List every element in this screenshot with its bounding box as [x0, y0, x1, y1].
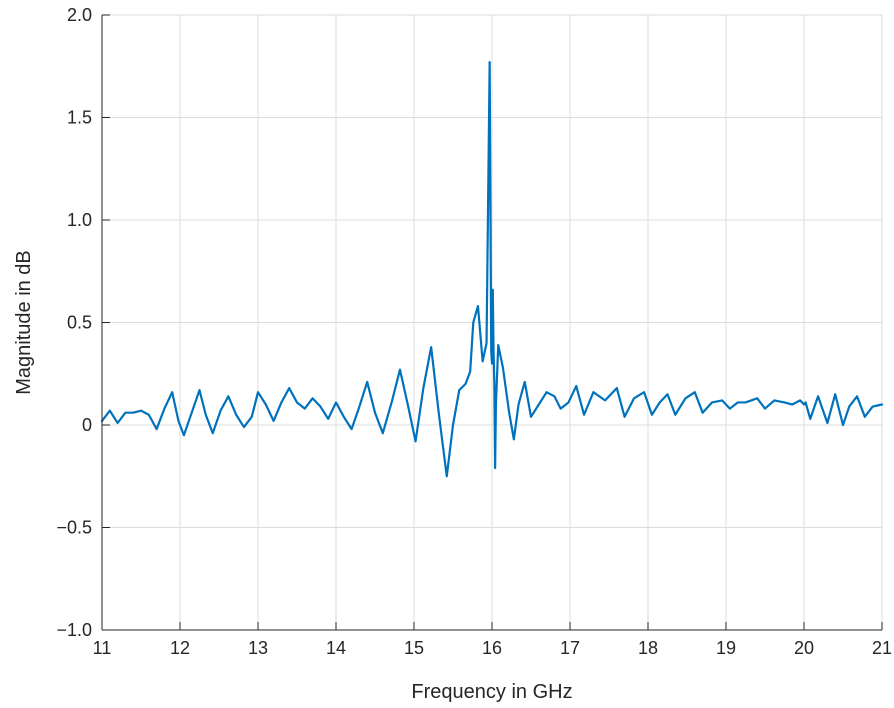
x-tick-label: 17	[560, 638, 580, 658]
x-axis-ticks: 11 12 13 14 15 16 17 18 19 20 21	[93, 622, 892, 658]
series-group	[100, 61, 884, 478]
x-tick-label: 11	[93, 638, 112, 658]
y-tick-label: 0.5	[67, 313, 92, 333]
y-axis-ticks: −1.0 −0.5 0 0.5 1.0 1.5 2.0	[56, 5, 110, 640]
series-line	[100, 61, 884, 478]
y-axis-label: Magnitude in dB	[13, 250, 35, 395]
x-tick-label: 19	[716, 638, 736, 658]
y-tick-label: 0	[82, 415, 92, 435]
y-tick-label: 1.0	[67, 210, 92, 230]
x-tick-label: 12	[170, 638, 190, 658]
x-axis-label: Frequency in GHz	[411, 681, 572, 703]
x-tick-label: 18	[638, 638, 658, 658]
x-tick-label: 13	[248, 638, 268, 658]
y-tick-label: −1.0	[56, 620, 92, 640]
y-tick-label: 2.0	[67, 5, 92, 25]
y-tick-label: −0.5	[56, 518, 92, 538]
y-tick-label: 1.5	[67, 108, 92, 128]
x-tick-label: 21	[872, 638, 892, 658]
x-tick-label: 14	[326, 638, 346, 658]
x-tick-label: 16	[482, 638, 502, 658]
x-tick-label: 15	[404, 638, 424, 658]
x-tick-label: 20	[794, 638, 814, 658]
